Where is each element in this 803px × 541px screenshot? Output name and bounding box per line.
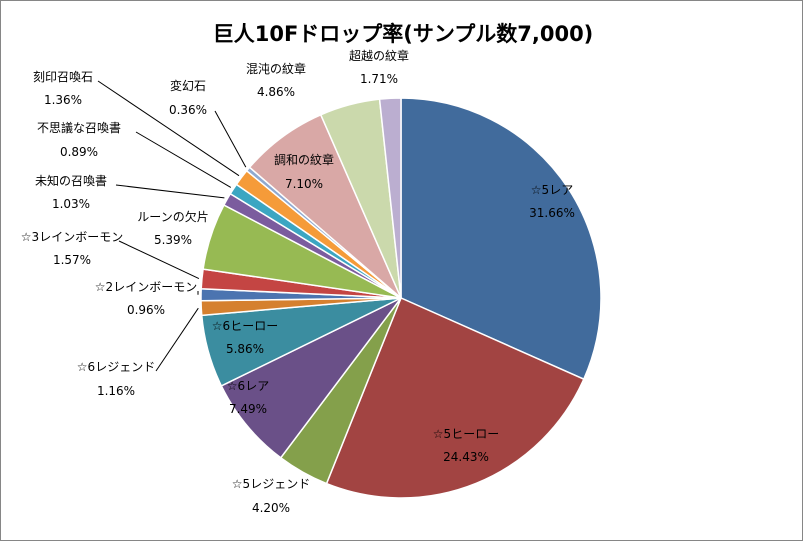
pie-slice bbox=[325, 296, 585, 499]
leader-line bbox=[118, 240, 200, 280]
slice-value-label: 1.57% bbox=[53, 253, 91, 267]
leader-line bbox=[155, 307, 199, 372]
slice-value-label: 1.71% bbox=[360, 72, 398, 86]
slice-category-label: ☆5レジェンド bbox=[232, 477, 310, 491]
data-labels: ☆5レア 31.66% ☆5ヒーロー 24.43% ☆5レジェンド 4.20% ☆6レア 7.… bbox=[21, 48, 575, 515]
slice-value-label: 0.96% bbox=[127, 303, 165, 317]
slice-value-label: 7.10% bbox=[285, 177, 323, 191]
slice-value-label: 1.16% bbox=[97, 384, 135, 398]
chart-title: 巨人10Fドロップ率(サンプル数7,000) bbox=[213, 22, 594, 46]
slice-value-label: 0.89% bbox=[60, 145, 98, 159]
slice-category-label: ☆6レジェンド bbox=[77, 360, 155, 374]
pie-slice bbox=[400, 97, 602, 381]
slice-value-label: 7.49% bbox=[229, 402, 267, 416]
leader-line bbox=[115, 184, 225, 199]
slice-value-label: 4.86% bbox=[257, 85, 295, 99]
slice-category-label: ☆3レインボーモン bbox=[21, 230, 123, 244]
slice-value-label: 24.43% bbox=[443, 450, 489, 464]
slice-value-label: 4.20% bbox=[252, 501, 290, 515]
leader-line bbox=[135, 131, 232, 188]
slice-value-label: 5.86% bbox=[226, 342, 264, 356]
leader-line bbox=[214, 110, 247, 168]
slice-value-label: 1.03% bbox=[52, 197, 90, 211]
slice-category-label: 混沌の紋章 bbox=[246, 61, 306, 76]
pie-slices bbox=[200, 97, 602, 499]
slice-value-label: 1.36% bbox=[44, 93, 82, 107]
slice-category-label: 不思議な召喚書 bbox=[37, 121, 121, 135]
slice-category-label: ルーンの欠片 bbox=[137, 209, 208, 224]
slice-category-label: ☆6ヒーロー bbox=[212, 319, 278, 333]
leader-lines bbox=[97, 80, 247, 372]
slice-category-label: ☆2レインボーモン bbox=[95, 280, 197, 294]
slice-category-label: ☆5レア bbox=[531, 183, 573, 197]
slice-category-label: 未知の召喚書 bbox=[35, 174, 107, 188]
slice-value-label: 5.39% bbox=[154, 233, 192, 247]
leader-line bbox=[97, 80, 240, 177]
pie-slice bbox=[378, 97, 402, 299]
slice-category-label: 変幻石 bbox=[170, 78, 206, 93]
slice-category-label: 調和の紋章 bbox=[274, 152, 334, 167]
slice-category-label: 刻印召喚石 bbox=[33, 70, 93, 84]
slice-value-label: 0.36% bbox=[169, 103, 207, 117]
slice-category-label: 超越の紋章 bbox=[349, 48, 409, 63]
slice-category-label: ☆6レア bbox=[227, 379, 269, 393]
slice-value-label: 31.66% bbox=[529, 206, 575, 220]
slice-category-label: ☆5ヒーロー bbox=[433, 427, 499, 441]
